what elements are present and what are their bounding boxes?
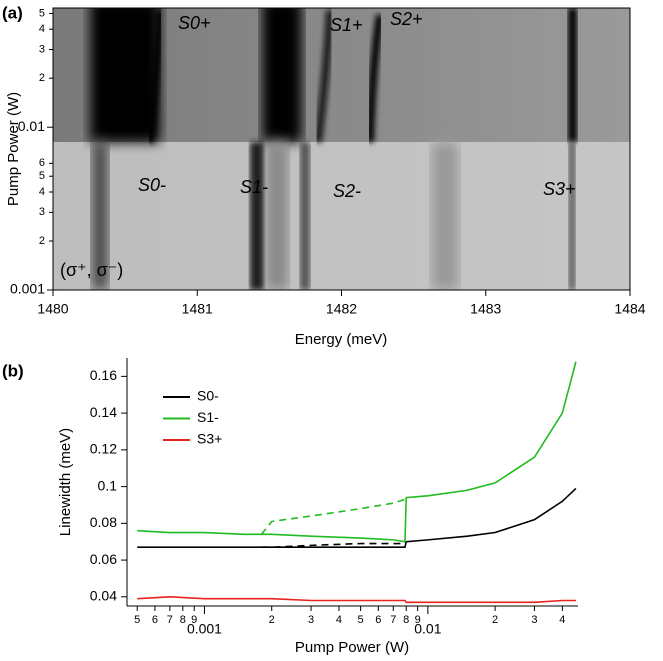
annotation: S1+ (330, 15, 363, 35)
y-tick-label: 3 (39, 43, 45, 55)
legend-label: S0- (197, 388, 219, 404)
x-tick-label: 4 (336, 614, 342, 626)
y-tick-label: 0.16 (90, 367, 117, 383)
y-tick-label: 4 (39, 23, 45, 35)
y-tick-label: 0.14 (90, 404, 117, 420)
legend-label: S1- (197, 409, 219, 425)
y-tick-label: 6 (39, 157, 45, 169)
annotation: S2+ (390, 9, 423, 29)
dashed-line (260, 497, 407, 535)
x-axis-label: Energy (meV) (295, 331, 388, 348)
x-tick-label: 2 (492, 614, 498, 626)
x-tick-label: 8 (180, 614, 186, 626)
line (137, 596, 576, 604)
y-tick-label: 4 (39, 186, 45, 198)
dashed-line (261, 541, 407, 549)
y-tick-label: 2 (39, 72, 45, 84)
line (137, 487, 577, 549)
annotation: S2- (333, 181, 361, 201)
line (137, 361, 577, 543)
x-tick-label: 2 (269, 614, 275, 626)
y-tick-label: 3 (39, 206, 45, 218)
y-axis-label: Pump Power (W) (5, 92, 22, 206)
y-tick-label: 0.1 (98, 477, 118, 493)
annotation: S3+ (543, 179, 576, 199)
x-tick-label: 3 (531, 614, 537, 626)
x-tick-label: 6 (152, 614, 158, 626)
annotation: S0- (138, 175, 166, 195)
y-tick-label: 0.01 (18, 118, 45, 134)
x-tick-label: 4 (559, 614, 565, 626)
panel-label: (a) (2, 3, 23, 22)
x-tick-label: 9 (415, 614, 421, 626)
x-tick-label: 7 (167, 614, 173, 626)
y-tick-label: 5 (39, 7, 45, 19)
y-tick-label: 5 (39, 170, 45, 182)
y-tick-label: 0.04 (90, 588, 117, 604)
x-axis-label: Pump Power (W) (295, 639, 409, 656)
x-tick-label: 6 (375, 614, 381, 626)
x-tick-label: 3 (308, 614, 314, 626)
y-tick-label: 0.001 (10, 281, 45, 297)
y-tick-label: 0.06 (90, 551, 117, 567)
legend-label: S3+ (197, 431, 222, 447)
y-axis-label: Linewidth (meV) (57, 428, 74, 536)
panel-label: (b) (2, 361, 24, 380)
x-tick-label: 0.001 (187, 621, 222, 637)
x-tick-label: 7 (390, 614, 396, 626)
x-tick-label: 1480 (37, 301, 68, 317)
x-tick-label: 0.01 (414, 621, 441, 637)
y-tick-label: 0.12 (90, 441, 117, 457)
x-tick-label: 8 (403, 614, 409, 626)
x-tick-label: 1482 (326, 301, 357, 317)
annotation: S0+ (178, 13, 211, 33)
heatmap-image (53, 8, 630, 290)
y-tick-label: 0.08 (90, 514, 117, 530)
x-tick-label: 5 (358, 614, 364, 626)
annotation: S1- (240, 177, 268, 197)
annotation: (σ⁺, σ⁻) (60, 260, 123, 280)
y-tick-label: 2 (39, 235, 45, 247)
x-tick-label: 5 (134, 614, 140, 626)
x-tick-label: 1484 (614, 301, 645, 317)
x-tick-label: 1483 (470, 301, 501, 317)
x-tick-label: 1481 (182, 301, 213, 317)
x-tick-label: 9 (191, 614, 197, 626)
